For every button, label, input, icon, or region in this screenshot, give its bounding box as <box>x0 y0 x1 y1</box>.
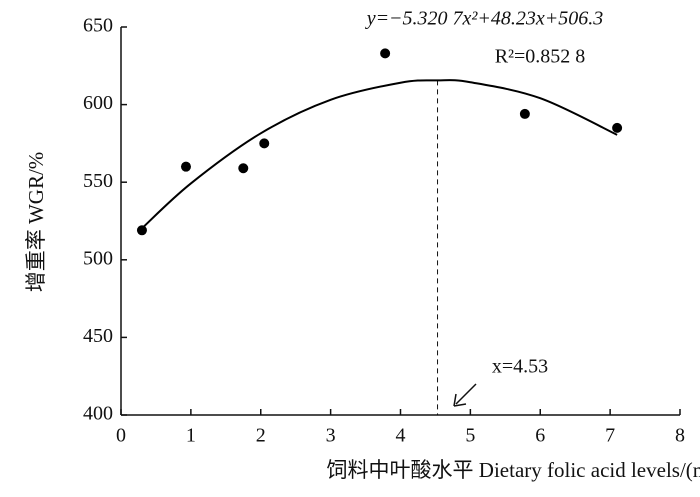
x-tick-label: 5 <box>465 425 475 447</box>
x-tick-label: 0 <box>116 425 126 447</box>
point <box>259 138 270 149</box>
r-squared: R²=0.852 8 <box>495 46 586 68</box>
point <box>380 48 391 59</box>
y-tick-label: 500 <box>83 247 113 269</box>
x-annotation: x=4.53 <box>492 356 548 378</box>
y-axis-label: 增重率 WGR/% <box>24 152 48 293</box>
point <box>180 161 191 172</box>
y-tick-label: 450 <box>83 325 113 347</box>
x-tick-label: 3 <box>326 425 336 447</box>
arrow <box>453 383 477 407</box>
fit-curve <box>141 79 618 230</box>
y-tick-label: 600 <box>83 92 113 114</box>
y-tick-label: 400 <box>83 403 113 425</box>
x-axis-label: 饲料中叶酸水平 Dietary folic acid levels/(mg/kg… <box>327 458 700 482</box>
x-tick-label: 2 <box>256 425 266 447</box>
point <box>612 122 623 133</box>
point <box>136 225 147 236</box>
x-tick-label: 6 <box>535 425 545 447</box>
point <box>238 163 249 174</box>
y-tick-label: 550 <box>83 170 113 192</box>
x-tick-label: 1 <box>186 425 196 447</box>
point <box>519 108 530 119</box>
x-tick-label: 4 <box>396 425 406 447</box>
x-tick-label: 8 <box>675 425 685 447</box>
equation: y=−5.320 7x²+48.23x+506.3 <box>365 8 604 30</box>
x-tick-label: 7 <box>605 425 615 447</box>
y-tick-label: 650 <box>83 15 113 37</box>
